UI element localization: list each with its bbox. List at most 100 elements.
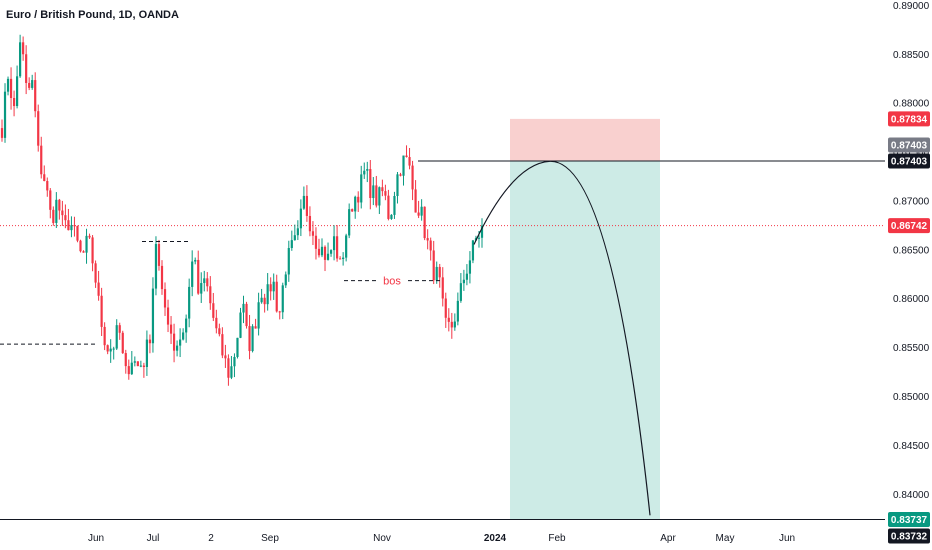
y-tick-label: 0.85500 — [893, 343, 930, 354]
candle-body — [429, 240, 432, 251]
candle-body — [317, 248, 321, 256]
candle-body — [402, 155, 405, 176]
candle-body — [157, 244, 161, 266]
candle-body — [182, 332, 185, 340]
candle-body — [375, 185, 378, 206]
price-tag-box — [888, 153, 930, 169]
y-tick-label: 0.86500 — [893, 245, 930, 256]
candle-body — [468, 260, 472, 274]
candle-body — [450, 321, 453, 328]
x-tick-label: Jul — [147, 533, 160, 544]
y-tick-label: 0.87500 — [893, 148, 930, 159]
x-tick-label: May — [716, 533, 735, 544]
candle-body — [251, 326, 254, 352]
price-tag-label: 0.83737 — [891, 515, 928, 526]
take-profit-zone — [510, 161, 660, 520]
candle-body — [360, 174, 363, 203]
candle-body — [175, 345, 179, 351]
candle-body — [58, 199, 61, 211]
candle-body — [366, 169, 369, 171]
candle-body — [305, 195, 309, 216]
y-tick-label: 0.88500 — [893, 50, 930, 61]
candle-body — [169, 324, 173, 334]
price-tag-label: 0.87834 — [891, 114, 928, 125]
projection-path — [473, 160, 651, 516]
annotations: bos — [0, 241, 440, 345]
candle-body — [166, 307, 170, 325]
candle-body — [97, 282, 100, 296]
candle-body — [339, 258, 342, 260]
x-tick-label: Feb — [548, 533, 566, 544]
candle-body — [37, 111, 40, 146]
candle-body — [55, 199, 58, 223]
candle-body — [133, 361, 136, 363]
price-tag-label: 0.87403 — [891, 141, 928, 152]
candle-body — [311, 231, 315, 236]
candle-body — [384, 191, 387, 196]
time-axis[interactable]: Jun Jul 2 Sep Nov 2024 Feb Apr May Jun — [88, 533, 795, 544]
candle-body — [221, 334, 224, 356]
candle-body — [299, 208, 302, 229]
candle-body — [19, 42, 22, 77]
candle-body — [215, 317, 218, 329]
candle-body — [471, 240, 475, 261]
chart-title: Euro / British Pound, 1D, OANDA — [6, 9, 179, 21]
candle-body — [426, 238, 429, 241]
candle-body — [393, 196, 396, 215]
candle-body — [127, 366, 130, 375]
candle-body — [417, 212, 420, 216]
candle-body — [369, 169, 372, 199]
candle-body — [112, 348, 115, 350]
candle-body — [15, 76, 19, 107]
candle-body — [233, 356, 236, 367]
candle-body — [242, 303, 245, 313]
candle-body — [323, 246, 327, 260]
candle-body — [160, 265, 164, 290]
candle-body — [399, 174, 402, 176]
candle-body — [260, 297, 263, 303]
candle-body — [188, 286, 191, 319]
price-axis[interactable]: 0.89000 0.88500 0.88000 0.87500 0.87000 0.865… — [893, 1, 930, 501]
candle-body — [224, 355, 227, 359]
candle-body — [206, 278, 209, 287]
candle-body — [3, 91, 7, 138]
price-tag-box — [888, 111, 930, 127]
candle-body — [34, 80, 37, 112]
candle-body — [272, 281, 275, 292]
price-tag-box — [888, 511, 930, 527]
candle-body — [22, 42, 25, 55]
candle-body — [103, 326, 106, 346]
x-tick-label: 2 — [208, 533, 214, 544]
candle-body — [179, 339, 182, 346]
candle-body — [191, 261, 194, 287]
candle-body — [480, 225, 484, 238]
candle-body — [49, 190, 52, 210]
y-tick-label: 0.85000 — [893, 392, 930, 403]
y-tick-label: 0.88000 — [893, 99, 930, 110]
x-tick-label: 2024 — [484, 533, 507, 544]
candle-body — [329, 250, 333, 254]
candle-body — [408, 157, 411, 166]
candle-body — [302, 195, 305, 209]
candle-body — [9, 78, 13, 99]
x-tick-label: Sep — [261, 533, 279, 544]
candle-body — [115, 325, 118, 349]
x-tick-label: Jun — [88, 533, 104, 544]
candle-body — [320, 246, 324, 256]
candle-body — [31, 80, 34, 88]
candle-body — [447, 317, 450, 322]
candle-body — [218, 328, 221, 335]
candle-body — [287, 248, 290, 275]
candle-body — [296, 228, 299, 236]
horizontal-lines — [0, 160, 885, 520]
candle-body — [154, 244, 158, 289]
candle-body — [142, 365, 145, 367]
candle-body — [462, 279, 465, 284]
candle-body — [67, 220, 70, 231]
candle-body — [405, 155, 408, 158]
candle-body — [390, 214, 393, 219]
price-tag-label: 0.87403 — [891, 157, 928, 168]
candle-body — [263, 297, 266, 305]
candle-body — [70, 225, 73, 231]
